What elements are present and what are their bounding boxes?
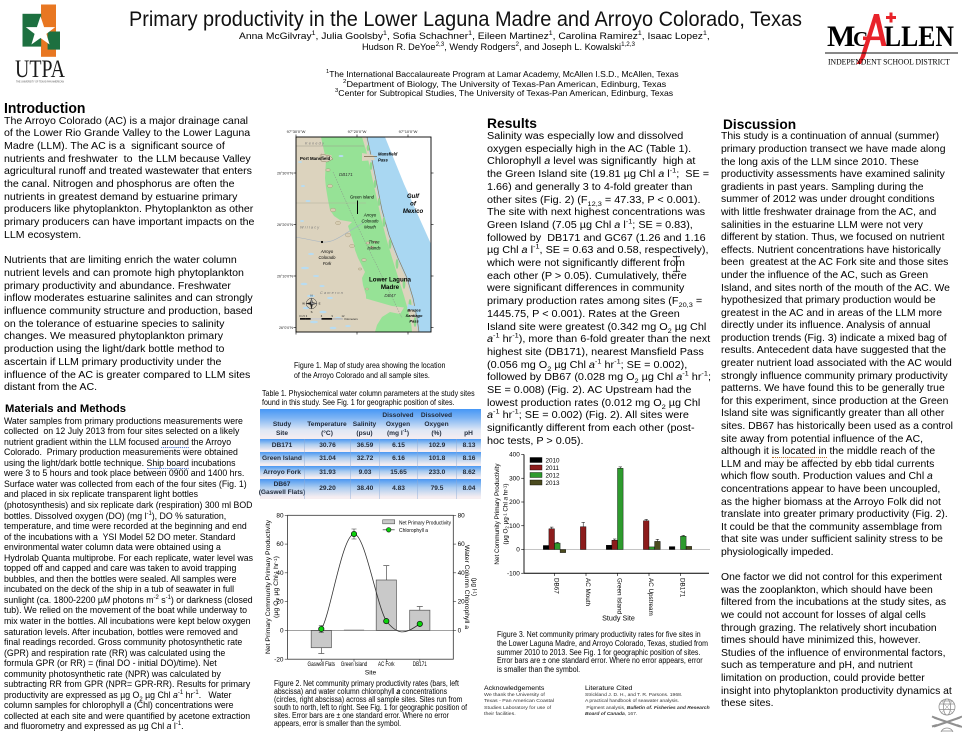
svg-text:Net Community Primary Producti: Net Community Primary Productivity bbox=[494, 463, 501, 565]
svg-text:-100: -100 bbox=[507, 570, 520, 577]
svg-text:0: 0 bbox=[280, 628, 284, 635]
svg-text:INDEPENDENT SCHOOL DISTRICT: INDEPENDENT SCHOOL DISTRICT bbox=[828, 57, 951, 67]
svg-text:40: 40 bbox=[276, 570, 284, 577]
svg-text:DB171: DB171 bbox=[679, 578, 686, 598]
svg-text:Islands: Islands bbox=[367, 246, 381, 251]
svg-text:Mouth: Mouth bbox=[364, 225, 376, 230]
svg-text:AC Mouth: AC Mouth bbox=[584, 578, 591, 606]
svg-text:UTPA: UTPA bbox=[15, 56, 65, 83]
svg-text:Green Island: Green Island bbox=[341, 661, 368, 668]
svg-text:Green Island: Green Island bbox=[616, 578, 623, 615]
svg-text:DB171: DB171 bbox=[413, 661, 427, 668]
svg-text:2012: 2012 bbox=[546, 472, 561, 479]
svg-text:60: 60 bbox=[458, 541, 466, 548]
svg-text:2010: 2010 bbox=[546, 457, 561, 464]
svg-text:26°30'0"N: 26°30'0"N bbox=[277, 172, 293, 176]
svg-text:Madre: Madre bbox=[381, 284, 400, 291]
svg-text:Green Island: Green Island bbox=[350, 195, 375, 200]
svg-text:Brazos: Brazos bbox=[407, 308, 421, 313]
svg-text:Lower Laguna: Lower Laguna bbox=[369, 277, 411, 284]
svg-text:Fork: Fork bbox=[323, 261, 332, 266]
svg-text:-20: -20 bbox=[274, 656, 284, 663]
svg-text:E: E bbox=[319, 302, 321, 306]
svg-text:Mansfield: Mansfield bbox=[378, 152, 398, 157]
svg-text:THE UNIVERSITY OF TEXAS-PAN AM: THE UNIVERSITY OF TEXAS-PAN AMERICAN bbox=[16, 80, 64, 84]
svg-text:6: 6 bbox=[321, 314, 323, 318]
svg-text:of: of bbox=[410, 202, 417, 208]
svg-text:Kilometers: Kilometers bbox=[345, 317, 359, 321]
svg-text:60: 60 bbox=[276, 541, 284, 548]
svg-text:S: S bbox=[311, 310, 313, 314]
svg-text:9: 9 bbox=[331, 314, 333, 318]
svg-text:0: 0 bbox=[299, 314, 301, 318]
svg-text:Port Mansfield: Port Mansfield bbox=[300, 156, 331, 161]
svg-text:(µg O2 µg Chl-1 hr-1): (µg O2 µg Chl-1 hr-1) bbox=[273, 556, 280, 618]
svg-text:0: 0 bbox=[516, 547, 520, 554]
svg-text:20: 20 bbox=[276, 599, 284, 606]
svg-text:LLEN: LLEN bbox=[884, 20, 954, 53]
svg-text:Kenedy: Kenedy bbox=[305, 142, 325, 146]
svg-text:DB171: DB171 bbox=[339, 172, 353, 177]
svg-text:80: 80 bbox=[276, 512, 284, 519]
svg-text:3: 3 bbox=[306, 314, 308, 318]
svg-text:DB47: DB47 bbox=[384, 293, 396, 298]
svg-text:Pass: Pass bbox=[409, 319, 419, 324]
svg-text:Net Primary Productivity: Net Primary Productivity bbox=[399, 520, 451, 526]
svg-text:12: 12 bbox=[342, 314, 345, 318]
svg-text:40: 40 bbox=[458, 570, 466, 577]
svg-text:W: W bbox=[302, 302, 305, 306]
svg-text:Santiago: Santiago bbox=[406, 313, 423, 318]
svg-text:Chlorophyll a: Chlorophyll a bbox=[399, 528, 429, 534]
svg-text:AC Upstream: AC Upstream bbox=[647, 578, 654, 616]
svg-text:97°20'0"W: 97°20'0"W bbox=[348, 129, 367, 134]
svg-text:97°30'0"W: 97°30'0"W bbox=[287, 129, 306, 134]
svg-text:Colorado: Colorado bbox=[362, 219, 380, 224]
svg-text:M: M bbox=[827, 20, 855, 53]
svg-text:Cameron: Cameron bbox=[320, 291, 344, 295]
svg-text:400: 400 bbox=[509, 452, 520, 459]
svg-text:200: 200 bbox=[509, 499, 520, 506]
svg-text:0: 0 bbox=[458, 628, 462, 635]
svg-text:Three: Three bbox=[369, 240, 381, 245]
svg-text:Net Primary Community Primary: Net Primary Community Primary Productivi… bbox=[265, 519, 272, 654]
svg-text:Pass: Pass bbox=[378, 158, 388, 163]
svg-text:80: 80 bbox=[458, 512, 466, 519]
svg-text:1.5: 1.5 bbox=[301, 314, 305, 318]
svg-text:97°10'0"W: 97°10'0"W bbox=[399, 129, 418, 134]
svg-text:26°10'0"N: 26°10'0"N bbox=[277, 275, 293, 279]
svg-text:Willacy: Willacy bbox=[300, 226, 320, 230]
svg-text:Water Column Chlorophyll a: Water Column Chlorophyll a bbox=[463, 545, 470, 630]
svg-text:Study Site: Study Site bbox=[602, 613, 635, 622]
svg-text:Mexico: Mexico bbox=[403, 209, 424, 215]
svg-text:100: 100 bbox=[509, 523, 520, 530]
svg-text:2013: 2013 bbox=[546, 480, 561, 487]
svg-text:26°0'0"N: 26°0'0"N bbox=[279, 326, 293, 330]
svg-text:(µg O2 µg-1 Chl a hr-1): (µg O2 µg-1 Chl a hr-1) bbox=[502, 484, 509, 545]
svg-text:DB67: DB67 bbox=[553, 578, 560, 594]
svg-text:Site: Site bbox=[365, 670, 377, 677]
svg-text:Colorado: Colorado bbox=[319, 255, 337, 260]
svg-text:Gaswell Flats: Gaswell Flats bbox=[308, 661, 336, 668]
svg-text:26°20'0"N: 26°20'0"N bbox=[277, 223, 293, 227]
svg-text:2011: 2011 bbox=[546, 465, 560, 472]
svg-text:(µg l-1): (µg l-1) bbox=[471, 578, 478, 596]
svg-text:300: 300 bbox=[509, 475, 520, 482]
svg-text:Arroyo: Arroyo bbox=[363, 213, 377, 218]
svg-text:Arroyo: Arroyo bbox=[320, 249, 334, 254]
svg-text:20: 20 bbox=[458, 599, 466, 606]
svg-text:Gulf: Gulf bbox=[407, 194, 420, 200]
svg-text:N: N bbox=[310, 294, 312, 298]
svg-text:AC Fork: AC Fork bbox=[378, 661, 395, 668]
